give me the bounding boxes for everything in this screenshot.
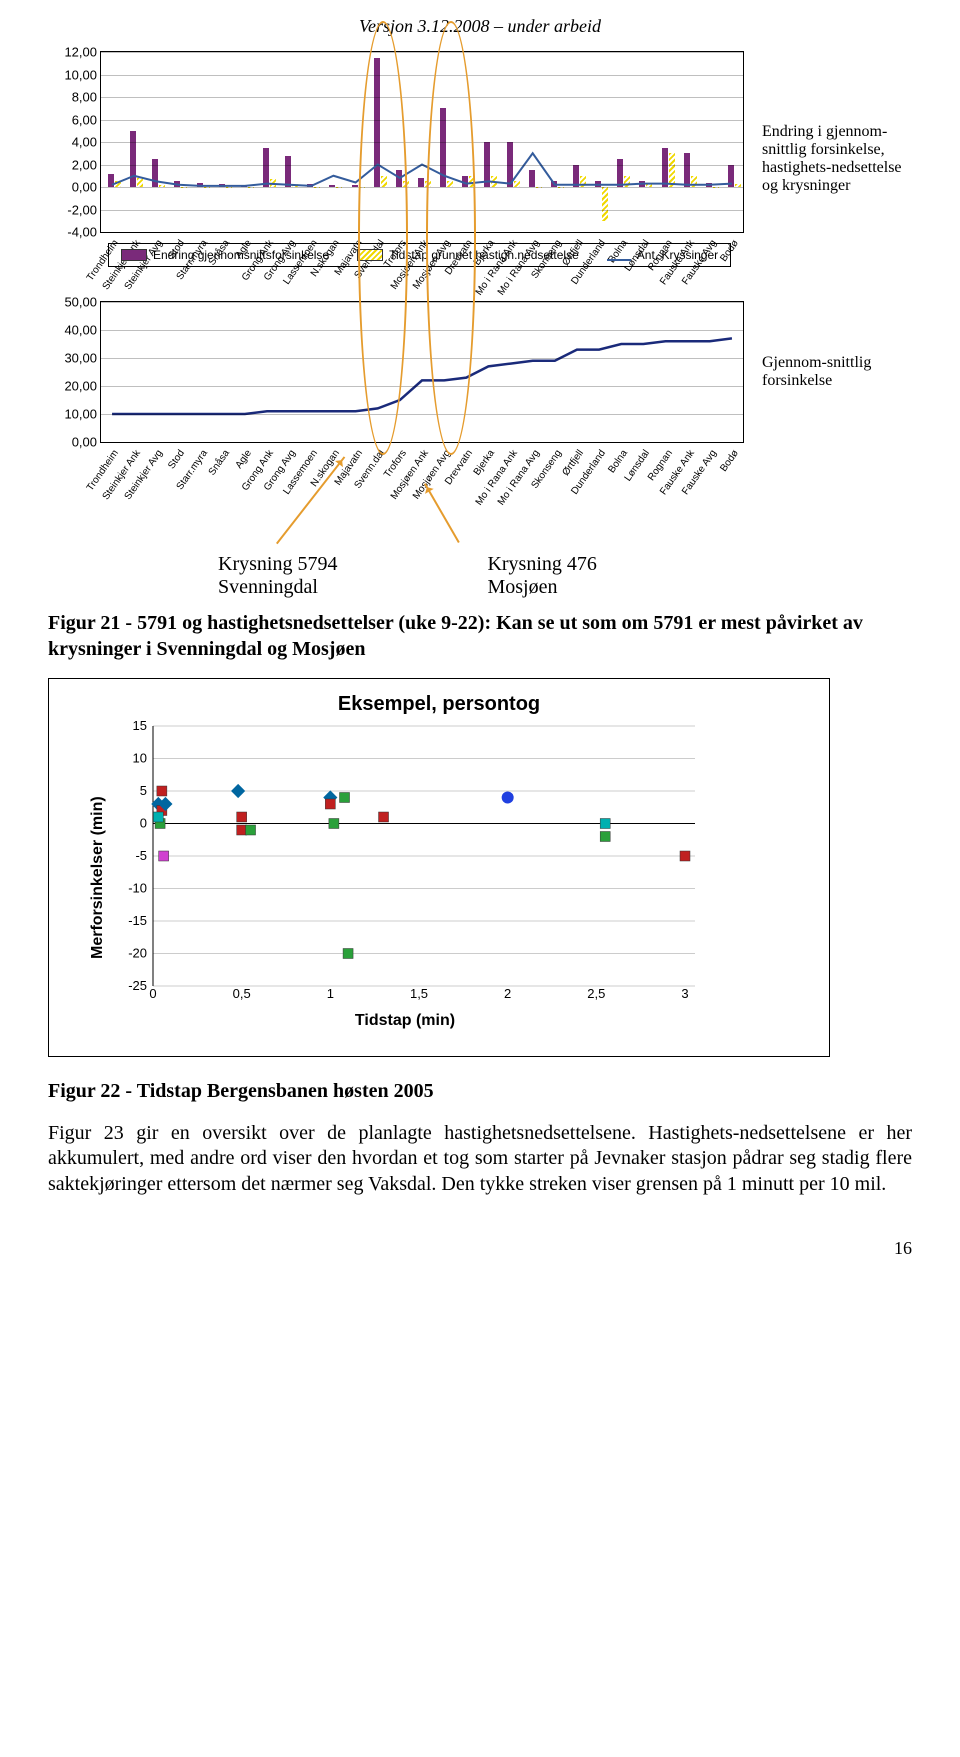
bar [130,131,136,187]
scatter-chart: -25-20-15-10-5051015 [115,726,695,986]
bar [624,176,630,187]
caption-left2: Svenningdal [218,576,337,599]
svg-text:-15: -15 [128,913,147,928]
bar [573,165,579,188]
svg-text:-20: -20 [128,946,147,961]
bar [728,165,734,188]
side-label-chart2: Gjennom-snittlig forsinkelse [762,354,912,390]
scatter-frame: Eksempel, persontog Merforsinkelser (min… [48,678,830,1057]
svg-text:-5: -5 [135,848,147,863]
bar [152,159,158,187]
bar [108,174,114,188]
svg-text:5: 5 [140,783,147,798]
bar-chart-endring: TrondheimSteinkjer AnkSteinkjer AvgStodS… [100,51,744,233]
legend3-label: Ant. Kryssinger [637,248,718,262]
bar [418,178,424,187]
figure22-caption: Figur 22 - Tidstap Bergensbanen høsten 2… [48,1079,912,1105]
bar [270,179,276,187]
page-number: 16 [48,1238,912,1259]
bar [263,148,269,187]
svg-text:0: 0 [140,816,147,831]
bar [684,153,690,187]
bar [691,176,697,187]
figure23-text: Figur 23 gir en oversikt over de planlag… [48,1121,912,1198]
scatter-ylabel: Merforsinkelser (min) [89,726,107,1030]
bar [602,187,608,221]
scatter-title: Eksempel, persontog [89,693,789,716]
bar [374,58,380,187]
bar [285,156,291,188]
bar [469,176,475,187]
bar [580,176,586,187]
bar [381,176,387,187]
header: Versjon 3.12.2008 – under arbeid [48,16,912,37]
caption-left1: Krysning 5794 [218,553,337,576]
caption-right2: Mosjøen [487,576,596,599]
bar [669,153,675,187]
scatter-xlabel: Tidstap (min) [115,1012,695,1030]
bar [662,148,668,187]
legend-chart1: Endring gjennomsnittsforsinkelse Tidstap… [108,243,731,267]
bar [137,178,143,187]
svg-text:15: 15 [133,718,147,733]
caption-right1: Krysning 476 [487,553,596,576]
legend1-label: Endring gjennomsnittsforsinkelse [153,248,329,262]
bar [462,176,468,187]
bar [617,159,623,187]
side-label-chart1: Endring i gjennom-snittlig forsinkelse, … [762,123,912,195]
bar [529,170,535,187]
legend2-label: Tidstap grunnet hastigh.nedsettelse [389,248,579,262]
bar [491,176,497,187]
svg-text:-10: -10 [128,881,147,896]
figure21-caption: Figur 21 - 5791 og hastighetsnedsettelse… [48,611,912,662]
svg-text:10: 10 [133,751,147,766]
bar [396,170,402,187]
line-chart-gjennom: TrondheimSteinkjer AnkSteinkjer AvgStodS… [100,301,744,443]
